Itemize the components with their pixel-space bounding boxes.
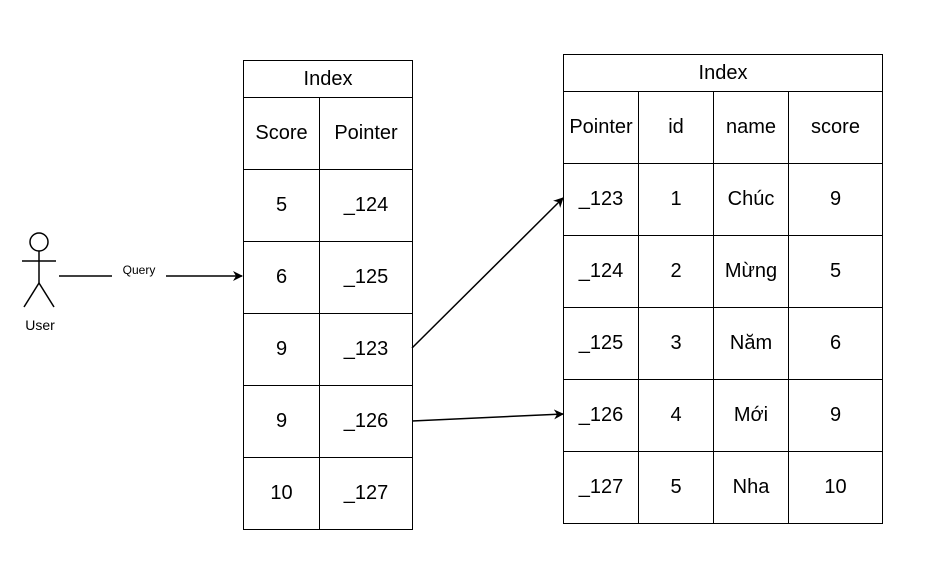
index-cell-score: 6: [243, 241, 320, 314]
data-table-title: Index: [563, 54, 883, 92]
data-cell-pointer: _123: [563, 163, 639, 236]
index-table-title: Index: [243, 60, 413, 98]
data-cell-id: 3: [638, 307, 714, 380]
data-table-row: _127 5 Nha 10: [563, 451, 883, 524]
index-cell-score: 9: [243, 313, 320, 386]
index-cell-score: 5: [243, 169, 320, 242]
data-cell-score: 6: [788, 307, 883, 380]
data-cell-id: 2: [638, 235, 714, 308]
data-header-pointer: Pointer: [563, 91, 639, 164]
index-cell-pointer: _125: [319, 241, 413, 314]
query-label: Query: [112, 263, 166, 277]
data-cell-name: Nha: [713, 451, 789, 524]
data-header-id: id: [638, 91, 714, 164]
data-cell-score: 10: [788, 451, 883, 524]
data-cell-pointer: _124: [563, 235, 639, 308]
pointer-arrow-123: [411, 197, 564, 349]
pointer-arrow-126: [411, 409, 564, 422]
data-cell-name: Mới: [713, 379, 789, 452]
data-table-row: _125 3 Năm 6: [563, 307, 883, 380]
data-cell-name: Mừng: [713, 235, 789, 308]
data-cell-name: Chúc: [713, 163, 789, 236]
data-cell-score: 5: [788, 235, 883, 308]
index-cell-score: 10: [243, 457, 320, 530]
index-table-row: 6 _125: [243, 241, 413, 314]
data-cell-score: 9: [788, 379, 883, 452]
index-table-row: 9 _123: [243, 313, 413, 386]
data-table: Index Pointer id name score _123 1 Chúc …: [563, 54, 883, 524]
index-cell-pointer: _123: [319, 313, 413, 386]
data-cell-pointer: _126: [563, 379, 639, 452]
data-cell-id: 4: [638, 379, 714, 452]
data-cell-pointer: _127: [563, 451, 639, 524]
data-header-score: score: [788, 91, 883, 164]
index-cell-pointer: _127: [319, 457, 413, 530]
user-stick-figure-icon: [22, 232, 56, 308]
index-cell-pointer: _126: [319, 385, 413, 458]
data-table-row: _124 2 Mừng 5: [563, 235, 883, 308]
data-cell-id: 5: [638, 451, 714, 524]
index-table-row: 5 _124: [243, 169, 413, 242]
data-table-row: _126 4 Mới 9: [563, 379, 883, 452]
index-cell-score: 9: [243, 385, 320, 458]
index-table-row: 10 _127: [243, 457, 413, 530]
index-header-score: Score: [243, 97, 320, 170]
data-cell-score: 9: [788, 163, 883, 236]
data-table-row: _123 1 Chúc 9: [563, 163, 883, 236]
index-table-row: 9 _126: [243, 385, 413, 458]
user-label: User: [25, 317, 55, 333]
data-cell-name: Năm: [713, 307, 789, 380]
data-cell-id: 1: [638, 163, 714, 236]
index-cell-pointer: _124: [319, 169, 413, 242]
data-header-name: name: [713, 91, 789, 164]
index-table: Index Score Pointer 5 _124 6 _125 9 _123…: [243, 60, 413, 530]
data-cell-pointer: _125: [563, 307, 639, 380]
index-header-pointer: Pointer: [319, 97, 413, 170]
